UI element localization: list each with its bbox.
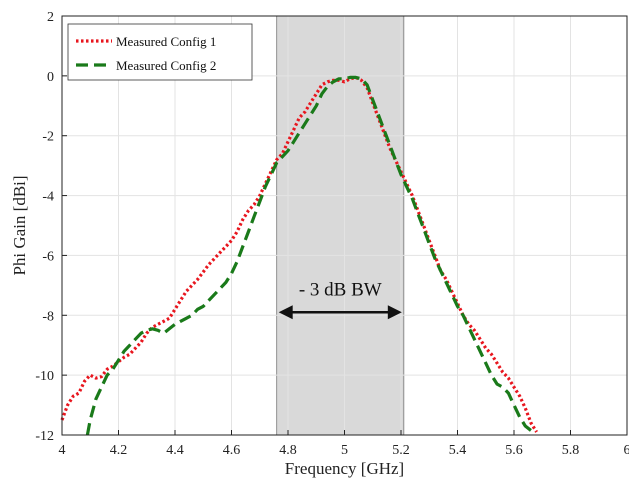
legend-box	[67, 23, 253, 81]
legend-label-config-1: Measured Config 1	[116, 34, 216, 49]
y-tick-label: -10	[35, 369, 54, 384]
legend-label-config-2: Measured Config 2	[116, 58, 216, 73]
arrow-head-right-icon	[387, 305, 402, 320]
grid-lines	[62, 16, 627, 435]
y-tick-label: 0	[47, 70, 54, 85]
x-tick-label: 5.2	[392, 443, 410, 458]
y-tick-label: 2	[47, 10, 54, 25]
arrow-head-left-icon	[278, 305, 293, 320]
y-axis-label: Phi Gain [dBi]	[10, 175, 29, 275]
y-tick-label: -12	[35, 429, 54, 444]
x-tick-label: 4.8	[279, 443, 297, 458]
y-tick-label: -8	[42, 309, 54, 324]
x-tick-label: 5.8	[562, 443, 580, 458]
x-tick-label: 6	[624, 443, 629, 458]
x-tick-label: 4	[59, 443, 66, 458]
bandwidth-annotation: - 3 dB BW	[278, 279, 402, 320]
series-line-2	[85, 75, 538, 436]
x-tick-label: 5.6	[505, 443, 523, 458]
x-tick-labels: 4 4.2 4.4 4.6 4.8 5 5.2 5.4 5.6 5.8 6	[59, 430, 629, 458]
x-tick-label: 4.4	[166, 443, 184, 458]
legend: Measured Config 1 Measured Config 2	[67, 23, 253, 81]
bandwidth-shaded-band	[276, 15, 405, 436]
x-axis-label: Frequency [GHz]	[285, 459, 404, 478]
y-tick-label: -6	[42, 249, 54, 264]
y-tick-labels: 2 0 -2 -4 -6 -8 -10 -12	[35, 10, 67, 444]
series-layer	[60, 75, 538, 436]
x-tick-label: 5	[341, 443, 348, 458]
x-tick-label: 5.4	[449, 443, 467, 458]
x-tick-label: 4.2	[110, 443, 128, 458]
x-tick-label: 4.6	[223, 443, 241, 458]
bandwidth-annotation-text: - 3 dB BW	[299, 279, 382, 300]
y-tick-label: -4	[42, 190, 54, 205]
y-tick-label: -2	[42, 130, 54, 145]
